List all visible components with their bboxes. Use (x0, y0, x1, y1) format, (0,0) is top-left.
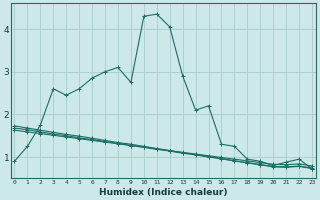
X-axis label: Humidex (Indice chaleur): Humidex (Indice chaleur) (99, 188, 228, 197)
